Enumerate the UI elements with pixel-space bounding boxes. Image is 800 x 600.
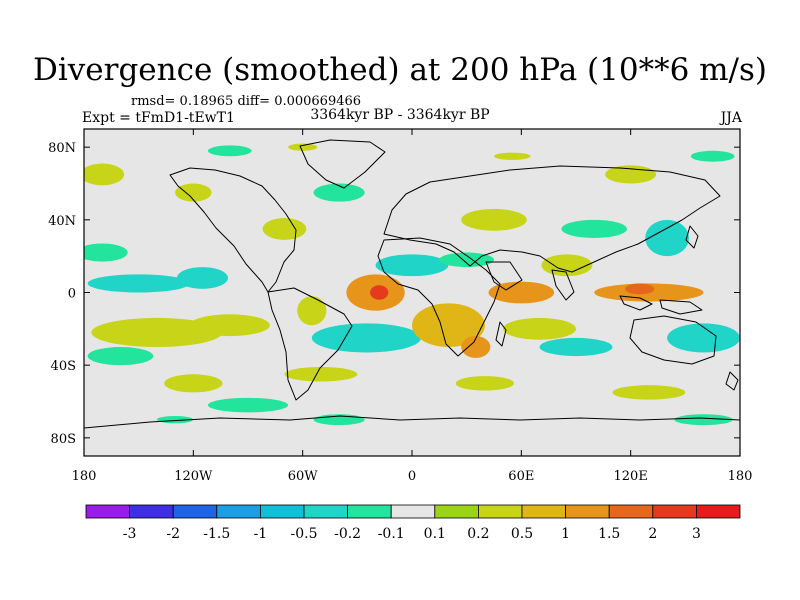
field-region <box>561 219 628 239</box>
colorbar-swatch <box>565 504 610 519</box>
field-region <box>87 274 190 293</box>
colorbar-label: -0.2 <box>334 526 361 542</box>
field-region <box>207 145 252 157</box>
field-region <box>674 414 733 426</box>
field-region <box>412 303 485 348</box>
colorbar-label: -3 <box>123 526 137 542</box>
field-region <box>175 183 212 202</box>
field-region <box>539 337 613 357</box>
field-region <box>84 163 125 186</box>
colorbar-swatch <box>347 504 392 519</box>
field-region <box>87 347 154 366</box>
colorbar-label: -1.5 <box>203 526 230 542</box>
field-region <box>207 397 289 413</box>
y-tick-label: 40S <box>51 359 76 374</box>
field-region <box>311 323 422 353</box>
field-region <box>494 152 531 160</box>
field-region <box>625 283 655 295</box>
x-tick-label: 60E <box>508 469 534 484</box>
colorbar-swatch <box>172 504 218 519</box>
colorbar-swatch <box>85 504 130 519</box>
field-region <box>455 376 515 391</box>
colorbar-swatch <box>129 504 174 519</box>
expt-label: Expt = tFmD1-tEwT1 <box>82 110 235 126</box>
field-region <box>690 150 735 162</box>
y-tick-label: 80N <box>48 141 76 156</box>
colorbar-swatch <box>216 504 261 519</box>
colorbar-swatch <box>608 504 654 519</box>
colorbar-label: -0.5 <box>291 526 318 542</box>
field-region <box>176 267 228 289</box>
colorbar-label: 3 <box>692 526 701 542</box>
field-region <box>284 366 358 382</box>
period-label: 3364kyr BP - 3364kyr BP <box>310 107 490 123</box>
x-tick-label: 60W <box>288 469 319 484</box>
colorbar-label: 2 <box>648 526 657 542</box>
colorbar-swatch <box>521 504 566 519</box>
colorbar-swatch <box>477 504 523 519</box>
field-region <box>667 323 740 353</box>
colorbar-label: 0.1 <box>424 526 446 542</box>
x-tick-label: 180 <box>728 469 753 484</box>
y-tick-label: 40N <box>48 214 76 229</box>
y-tick-label: 80S <box>51 432 76 447</box>
colorbar-label: -2 <box>166 526 180 542</box>
colorbar-label: 1.5 <box>598 526 620 542</box>
field-region <box>439 252 494 268</box>
y-tick-label: 0 <box>68 287 76 302</box>
colorbar-swatch <box>259 504 305 519</box>
field-region <box>645 219 689 257</box>
stats-label: rmsd= 0.18965 diff= 0.000669466 <box>131 94 362 109</box>
field-region <box>84 243 128 262</box>
x-tick-label: 180 <box>72 469 97 484</box>
field-region <box>461 336 491 358</box>
colorbar-label: 1 <box>561 526 570 542</box>
field-region <box>164 374 223 393</box>
colorbar-label: -1 <box>254 526 268 542</box>
field-region <box>503 317 576 340</box>
field-region <box>262 218 307 240</box>
field-region <box>488 281 555 304</box>
field-region <box>189 314 270 337</box>
colorbar-label: 0.5 <box>511 526 533 542</box>
colorbar-label: 0.2 <box>467 526 489 542</box>
field-region <box>288 143 318 151</box>
colorbar-swatch <box>434 504 479 519</box>
x-tick-label: 120W <box>174 469 213 484</box>
colorbar-swatch <box>390 504 436 519</box>
field-region <box>612 385 686 400</box>
chart-title: Divergence (smoothed) at 200 hPa (10**6 … <box>33 52 767 88</box>
colorbar-swatch <box>652 504 697 519</box>
field-region <box>375 254 449 277</box>
colorbar-swatch <box>303 504 348 519</box>
coastlines <box>84 139 740 429</box>
field-region <box>370 285 389 300</box>
colorbar-label: -0.1 <box>378 526 405 542</box>
colorbar-swatch <box>696 504 741 519</box>
season-label: JJA <box>720 110 742 126</box>
field-region <box>297 296 327 326</box>
field-region <box>461 208 527 231</box>
x-tick-label: 0 <box>408 469 416 484</box>
x-tick-label: 120E <box>614 469 648 484</box>
field-region <box>313 183 365 202</box>
